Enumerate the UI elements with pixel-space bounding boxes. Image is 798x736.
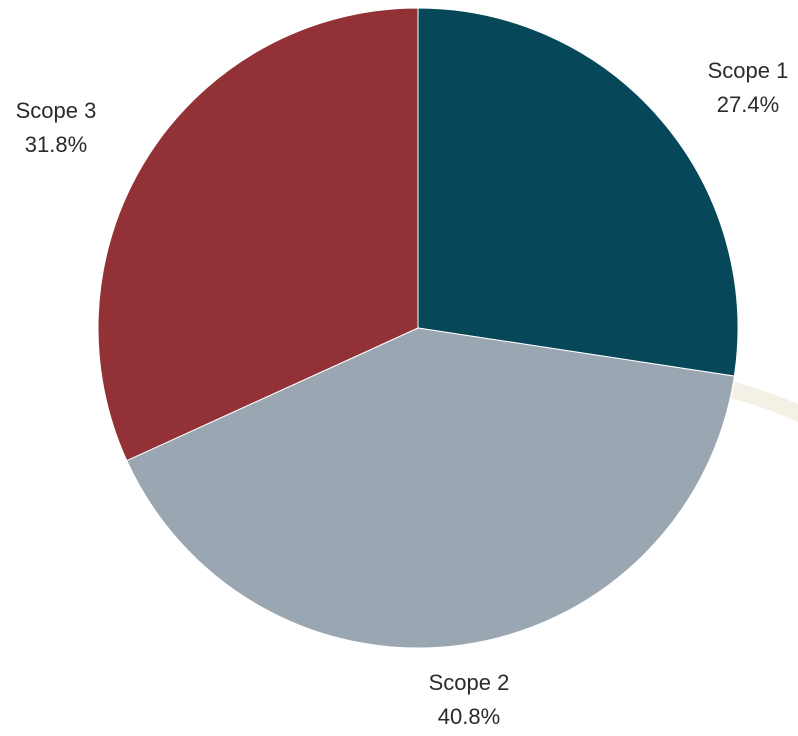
pie-slices [97, 7, 739, 649]
slice-label-scope-3-value: 31.8% [25, 132, 87, 157]
pie-slice-scope-3 [97, 7, 419, 462]
pie-slice-scope-1 [417, 7, 739, 377]
pie-slice-scope-2 [126, 327, 735, 649]
slice-label-scope-3-name: Scope 3 [16, 98, 97, 123]
slice-label-scope-1-name: Scope 1 [708, 58, 789, 83]
slice-label-scope-2-name: Scope 2 [429, 670, 510, 695]
slice-label-scope-1-value: 27.4% [717, 92, 779, 117]
slice-label-scope-2-value: 40.8% [438, 704, 500, 729]
slice-labels: Scope 1 27.4% Scope 2 40.8% Scope 3 31.8% [16, 58, 789, 729]
background-arc-decoration [730, 382, 798, 422]
